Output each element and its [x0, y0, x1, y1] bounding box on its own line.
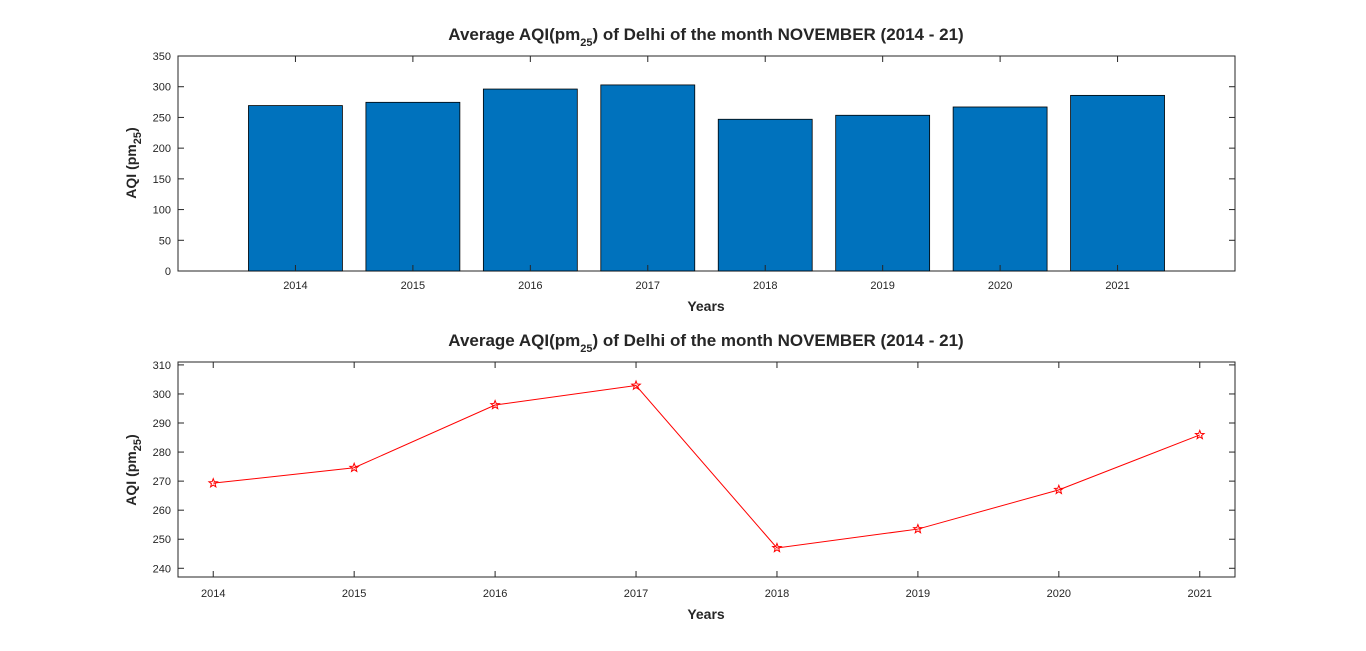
y-tick-label: 150 [153, 174, 171, 186]
y-tick-label: 240 [153, 563, 171, 575]
line-chart-y-axis-label: AQI (pm25) [123, 434, 144, 505]
x-tick-label: 2014 [283, 280, 307, 292]
bar-2014 [248, 105, 343, 272]
y-tick-label: 290 [153, 418, 171, 430]
bar-2019 [835, 114, 931, 272]
y-tick-label: 310 [153, 360, 171, 372]
x-tick-label: 2016 [483, 588, 507, 600]
y-tick-label: 280 [153, 447, 171, 459]
x-tick-label: 2017 [624, 588, 648, 600]
x-tick-label: 2019 [906, 588, 930, 600]
y-tick-label: 0 [165, 266, 171, 278]
bar-chart-x-axis-label: Years [687, 298, 725, 314]
x-tick-label: 2016 [518, 280, 542, 292]
bar-2017 [600, 84, 696, 272]
bar-chart: Average AQI(pm25) of Delhi of the month … [123, 25, 1236, 314]
y-tick-label: 260 [153, 505, 171, 517]
x-tick-label: 2019 [870, 280, 894, 292]
x-tick-label: 2014 [201, 588, 225, 600]
y-tick-label: 200 [153, 143, 171, 155]
x-tick-label: 2018 [765, 588, 789, 600]
data-point-2018 [771, 542, 783, 553]
data-point-2014 [207, 477, 219, 488]
line-chart-title: Average AQI(pm25) of Delhi of the month … [448, 331, 963, 355]
series-line [213, 385, 1200, 549]
y-tick-label: 250 [153, 534, 171, 546]
y-tick-label: 270 [153, 476, 171, 488]
bar-2018 [717, 118, 813, 272]
y-tick-label: 300 [153, 389, 171, 401]
bar-chart-axes [177, 55, 1236, 272]
bar-chart-y-axis-label: AQI (pm25) [123, 127, 144, 198]
line-chart-x-axis-label: Years [687, 606, 725, 622]
y-tick-label: 50 [159, 235, 171, 247]
y-tick-label: 350 [153, 51, 171, 63]
y-tick-label: 250 [153, 112, 171, 124]
bar-2016 [482, 88, 578, 272]
data-point-2020 [1053, 483, 1065, 495]
bar-2021 [1070, 94, 1165, 272]
bar-2015 [365, 101, 461, 272]
data-point-2016 [489, 399, 501, 410]
x-tick-label: 2017 [636, 280, 660, 292]
x-tick-label: 2015 [401, 280, 425, 292]
x-tick-label: 2020 [988, 280, 1012, 292]
x-tick-label: 2021 [1188, 588, 1212, 600]
x-tick-label: 2015 [342, 588, 366, 600]
bar-chart-title: Average AQI(pm25) of Delhi of the month … [448, 25, 963, 49]
line-chart: Average AQI(pm25) of Delhi of the month … [123, 331, 1236, 622]
x-tick-label: 2020 [1047, 588, 1071, 600]
data-point-2015 [348, 461, 360, 473]
data-point-2019 [912, 523, 924, 534]
x-tick-label: 2021 [1105, 280, 1129, 292]
bar-2020 [952, 106, 1048, 272]
data-point-2017 [630, 379, 642, 391]
y-tick-label: 100 [153, 205, 171, 217]
x-tick-label: 2018 [753, 280, 777, 292]
data-point-2021 [1194, 429, 1206, 440]
y-tick-label: 300 [153, 82, 171, 94]
